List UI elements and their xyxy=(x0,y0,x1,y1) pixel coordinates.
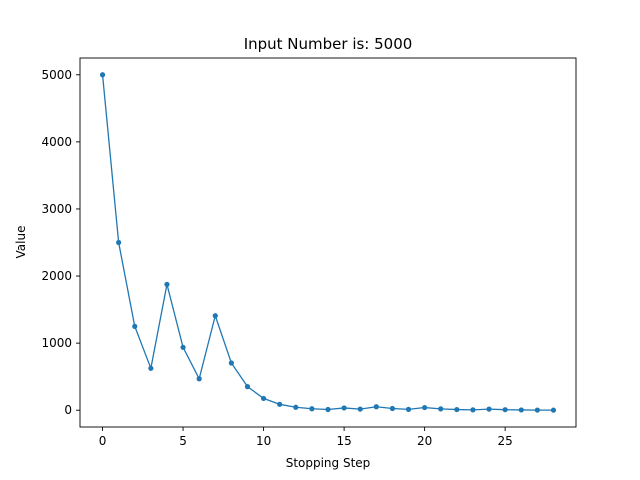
series-line xyxy=(101,74,554,411)
x-tick-label: 10 xyxy=(256,434,271,448)
data-point xyxy=(228,360,234,366)
y-tick-label: 3000 xyxy=(41,202,72,216)
data-point xyxy=(244,384,251,390)
data-point xyxy=(99,72,106,78)
y-tick-label: 5000 xyxy=(41,68,72,82)
data-point xyxy=(486,406,492,412)
chart-title: Input Number is: 5000 xyxy=(244,35,413,53)
x-tick-label: 20 xyxy=(417,434,432,448)
data-point xyxy=(132,323,138,329)
x-tick-label: 5 xyxy=(179,434,187,448)
data-point xyxy=(325,406,331,413)
data-point xyxy=(389,405,396,412)
data-point xyxy=(277,401,283,407)
data-point xyxy=(438,406,444,412)
x-tick-label: 0 xyxy=(99,434,107,448)
data-point xyxy=(405,406,412,412)
data-point xyxy=(341,405,347,411)
data-point xyxy=(470,407,476,413)
x-axis-label: Stopping Step xyxy=(286,456,371,470)
data-point xyxy=(373,404,379,410)
data-point xyxy=(454,406,460,413)
y-tick-label: 0 xyxy=(64,403,72,417)
data-series-line-group xyxy=(101,74,554,411)
data-point xyxy=(550,407,557,413)
x-axis-ticks: 0 5 10 15 20 25 xyxy=(99,427,513,448)
data-point xyxy=(293,404,299,410)
y-tick-label: 1000 xyxy=(41,336,72,350)
data-point xyxy=(422,404,428,411)
y-tick-label: 2000 xyxy=(41,269,72,283)
data-point xyxy=(148,365,154,371)
data-point xyxy=(357,406,363,412)
data-points-group xyxy=(99,72,557,413)
data-point xyxy=(164,281,170,287)
data-point xyxy=(309,406,315,412)
data-point xyxy=(116,239,122,246)
plot-area-frame xyxy=(79,57,577,428)
data-point xyxy=(196,376,202,382)
x-tick-label: 25 xyxy=(498,434,513,448)
data-point xyxy=(502,407,508,413)
data-point xyxy=(534,407,540,413)
y-axis-label: Value xyxy=(14,226,28,259)
data-point xyxy=(518,407,524,413)
y-axis-ticks: 0 1000 2000 3000 4000 5000 xyxy=(41,68,80,417)
data-point xyxy=(180,344,186,350)
x-tick-label: 15 xyxy=(336,434,351,448)
y-tick-label: 4000 xyxy=(41,135,72,149)
data-point xyxy=(212,313,218,319)
data-point xyxy=(260,395,267,402)
